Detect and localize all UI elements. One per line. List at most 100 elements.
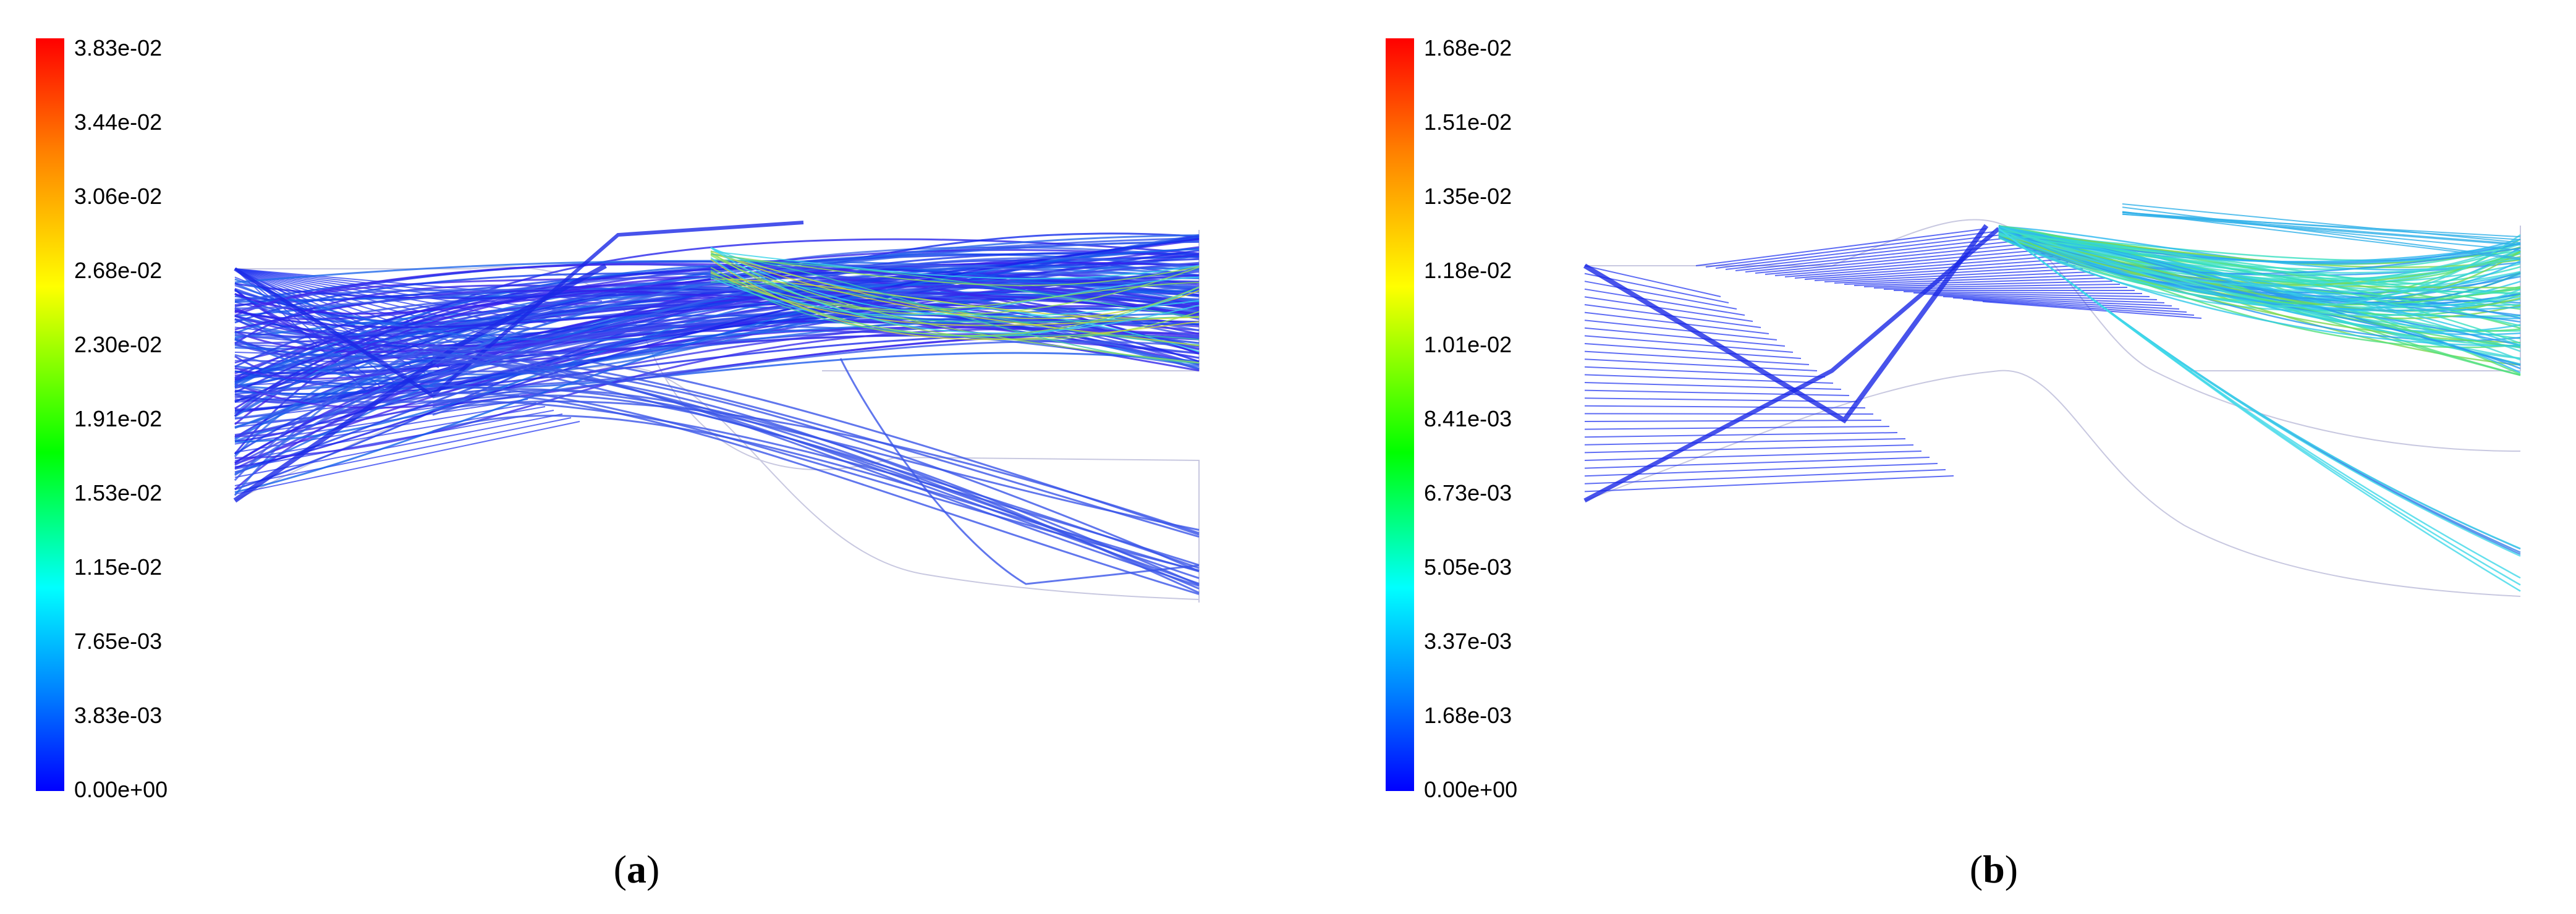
streamline bbox=[839, 358, 1200, 585]
colorbar-tick: 3.83e-03 bbox=[74, 703, 163, 728]
outlet-streams-a bbox=[432, 345, 1200, 595]
streamline bbox=[234, 264, 1200, 310]
colorbar-tick: 1.68e-02 bbox=[1424, 35, 1512, 61]
streamline bbox=[1583, 224, 1989, 424]
streamline bbox=[432, 345, 1200, 536]
colorbar-tick: 3.37e-03 bbox=[1424, 628, 1512, 654]
streamline bbox=[710, 259, 1200, 319]
streamline bbox=[432, 347, 1200, 587]
colorbar-tick: 1.35e-02 bbox=[1424, 184, 1512, 209]
streamline bbox=[234, 410, 554, 470]
colorbar-tick: 1.51e-02 bbox=[1424, 109, 1512, 135]
streamline bbox=[432, 352, 1200, 585]
streamline bbox=[234, 413, 563, 478]
streamline bbox=[234, 313, 1200, 399]
streamline bbox=[1584, 463, 1938, 477]
streamline bbox=[1705, 231, 1994, 268]
colorbar-a bbox=[36, 38, 64, 791]
colorbar-tick: 3.06e-02 bbox=[74, 184, 163, 209]
streamline bbox=[234, 248, 1200, 493]
streamline bbox=[233, 263, 607, 503]
caption-b: (b) bbox=[1969, 847, 2019, 891]
colorbar-tick: 1.68e-03 bbox=[1424, 703, 1512, 728]
streamline bbox=[710, 266, 1200, 337]
outlet-streams-b bbox=[1998, 228, 2521, 592]
streamline bbox=[234, 287, 1200, 394]
streamline bbox=[234, 309, 1200, 473]
streamline bbox=[2122, 212, 2521, 245]
streamline bbox=[234, 417, 572, 486]
colorbar-tick: 1.91e-02 bbox=[74, 406, 163, 431]
streamline bbox=[1584, 296, 1753, 322]
streamline bbox=[1883, 287, 2128, 290]
colorbar-tick: 0.00e+00 bbox=[74, 777, 168, 802]
streamline bbox=[710, 247, 1200, 334]
streamline bbox=[234, 257, 1200, 420]
streamline bbox=[234, 315, 1200, 353]
streamline bbox=[1584, 335, 1794, 353]
streamline bbox=[710, 247, 1200, 317]
streamline bbox=[432, 400, 1200, 534]
streamline bbox=[234, 297, 1200, 329]
streamline bbox=[2122, 203, 2521, 243]
panel-b: 1.68e-02 1.51e-02 1.35e-02 1.18e-02 1.01… bbox=[1288, 0, 2576, 914]
colorbar-tick: 2.68e-02 bbox=[74, 258, 163, 283]
streamline bbox=[1873, 284, 2121, 289]
streamline bbox=[1903, 291, 2143, 294]
streamline bbox=[1998, 226, 2521, 307]
streamline bbox=[234, 261, 1200, 315]
streamline bbox=[1844, 274, 2098, 285]
streamline bbox=[1774, 253, 2046, 276]
streamline bbox=[1982, 301, 2202, 319]
streamline bbox=[1943, 296, 2172, 307]
colorbar-tick: 3.44e-02 bbox=[74, 109, 163, 135]
streamline bbox=[234, 288, 1200, 481]
streamline bbox=[710, 278, 1200, 319]
streamline bbox=[1584, 444, 1914, 454]
streamline bbox=[1584, 327, 1786, 347]
streamline bbox=[234, 421, 580, 495]
colorbar-tick: 1.15e-02 bbox=[74, 554, 163, 580]
streamline bbox=[2122, 213, 2521, 246]
streamline bbox=[1584, 374, 1834, 384]
streamline bbox=[432, 400, 1200, 566]
streamline bbox=[1834, 271, 2091, 284]
streamline bbox=[1695, 228, 1987, 266]
streamline bbox=[1584, 475, 1954, 493]
streamlines-a bbox=[233, 221, 1200, 503]
streamline bbox=[1715, 234, 2002, 269]
streamline bbox=[1998, 232, 2521, 307]
colorbar-tick: 1.53e-02 bbox=[74, 480, 163, 506]
streamline bbox=[432, 389, 1200, 586]
streamline bbox=[1998, 232, 2521, 307]
streamline bbox=[1584, 451, 1922, 461]
streamline bbox=[432, 358, 1200, 590]
streamline bbox=[1584, 343, 1802, 359]
streamline bbox=[1784, 256, 2054, 277]
streamline bbox=[710, 250, 1200, 347]
inlet-fan-b bbox=[1584, 228, 2202, 493]
streamline bbox=[1584, 350, 1810, 365]
streamline bbox=[234, 340, 1200, 404]
streamline bbox=[1584, 366, 1826, 378]
streamline-plot-b bbox=[1583, 203, 2521, 597]
streamline bbox=[1804, 262, 2069, 280]
streamline bbox=[1584, 426, 1890, 430]
streamline bbox=[1584, 469, 1946, 485]
streamline bbox=[1584, 438, 1906, 446]
colorbar-b bbox=[1386, 38, 1414, 791]
streamlines-b bbox=[1583, 203, 2521, 503]
streamline bbox=[1583, 227, 2001, 503]
streamline bbox=[1972, 300, 2195, 316]
streamline bbox=[1923, 294, 2158, 300]
streamline bbox=[234, 275, 1200, 425]
streamline bbox=[234, 240, 1200, 476]
caption-a: (a) bbox=[613, 847, 660, 891]
streamline bbox=[1584, 389, 1850, 396]
streamline bbox=[1962, 298, 2187, 313]
colorbar-tick: 7.65e-03 bbox=[74, 628, 163, 654]
streamline bbox=[1998, 231, 2521, 344]
colorbar-tick: 1.18e-02 bbox=[1424, 258, 1512, 283]
streamline bbox=[2122, 206, 2521, 259]
colorbar-tick: 1.01e-02 bbox=[1424, 332, 1512, 357]
